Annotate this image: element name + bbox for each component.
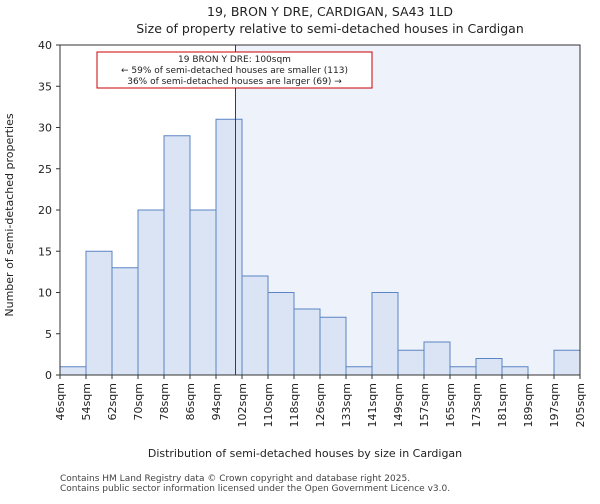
histogram-bar <box>345 366 373 376</box>
histogram-bar <box>397 349 425 376</box>
histogram-bar <box>293 308 321 376</box>
annotation-line-2: ← 59% of semi-detached houses are smalle… <box>121 66 348 76</box>
x-tick-label: 86sqm <box>184 383 197 420</box>
histogram-bar <box>423 341 451 376</box>
x-tick-label: 94sqm <box>210 383 223 420</box>
x-tick-label: 141sqm <box>366 383 379 427</box>
x-tick-label: 70sqm <box>132 383 145 420</box>
histogram-bar <box>449 366 477 376</box>
histogram-bar <box>59 366 87 376</box>
x-tick-label: 110sqm <box>262 383 275 427</box>
x-tick-label: 149sqm <box>392 383 405 427</box>
y-axis-label: Number of semi-detached properties <box>3 113 16 316</box>
bars-group <box>59 118 581 376</box>
histogram-bar <box>553 349 581 376</box>
x-tick-label: 181sqm <box>496 383 509 427</box>
x-tick-label: 133sqm <box>340 383 353 427</box>
y-tick-label: 20 <box>38 204 52 217</box>
y-tick-label: 10 <box>38 287 52 300</box>
histogram-bar <box>371 292 399 376</box>
x-tick-label: 126sqm <box>314 383 327 427</box>
annotation-line-3: 36% of semi-detached houses are larger (… <box>127 77 342 87</box>
x-tick-label: 197sqm <box>548 383 561 427</box>
x-tick-label: 54sqm <box>80 383 93 420</box>
x-tick-label: 173sqm <box>470 383 483 427</box>
histogram-bar <box>475 358 503 376</box>
histogram-bar <box>267 292 295 376</box>
annotation-border <box>96 51 373 89</box>
histogram-bar <box>215 118 243 376</box>
histogram-bar <box>137 209 165 376</box>
x-tick-label: 102sqm <box>236 383 249 427</box>
y-tick-label: 35 <box>38 80 52 93</box>
histogram-bar <box>85 250 113 376</box>
histogram-bar <box>111 267 139 376</box>
annotation-line-1: 19 BRON Y DRE: 100sqm <box>178 55 291 65</box>
x-axis-label: Distribution of semi-detached houses by … <box>148 447 462 460</box>
y-tick-label: 25 <box>38 163 52 176</box>
y-axis-ticks: 0 5 10 15 20 25 30 35 40 <box>38 39 60 382</box>
histogram-bar <box>241 275 269 376</box>
annotation-box: 19 BRON Y DRE: 100sqm ← 59% of semi-deta… <box>96 51 373 89</box>
x-axis-ticks: 46sqm 54sqm 62sqm 70sqm 78sqm 86sqm 94sqm 102sq… <box>54 375 587 427</box>
histogram-bar <box>163 135 191 376</box>
y-tick-label: 15 <box>38 245 52 258</box>
x-tick-label: 189sqm <box>522 383 535 427</box>
y-tick-label: 5 <box>45 328 52 341</box>
y-tick-label: 30 <box>38 122 52 135</box>
x-tick-label: 46sqm <box>54 383 67 420</box>
histogram-bar <box>319 316 347 376</box>
x-tick-label: 205sqm <box>574 383 587 427</box>
x-tick-label: 62sqm <box>106 383 119 420</box>
y-tick-label: 40 <box>38 39 52 52</box>
x-tick-label: 118sqm <box>288 383 301 427</box>
chart-title: 19, BRON Y DRE, CARDIGAN, SA43 1LD <box>207 4 453 19</box>
y-tick-label: 0 <box>45 369 52 382</box>
histogram-bar <box>189 209 217 376</box>
footer-line-2: Contains public sector information licen… <box>60 484 451 494</box>
chart-subtitle: Size of property relative to semi-detach… <box>136 21 524 36</box>
histogram-bar <box>501 366 529 376</box>
footer-line-1: Contains HM Land Registry data © Crown c… <box>60 474 411 484</box>
x-tick-label: 165sqm <box>444 383 457 427</box>
x-tick-label: 157sqm <box>418 383 431 427</box>
x-tick-label: 78sqm <box>158 383 171 420</box>
